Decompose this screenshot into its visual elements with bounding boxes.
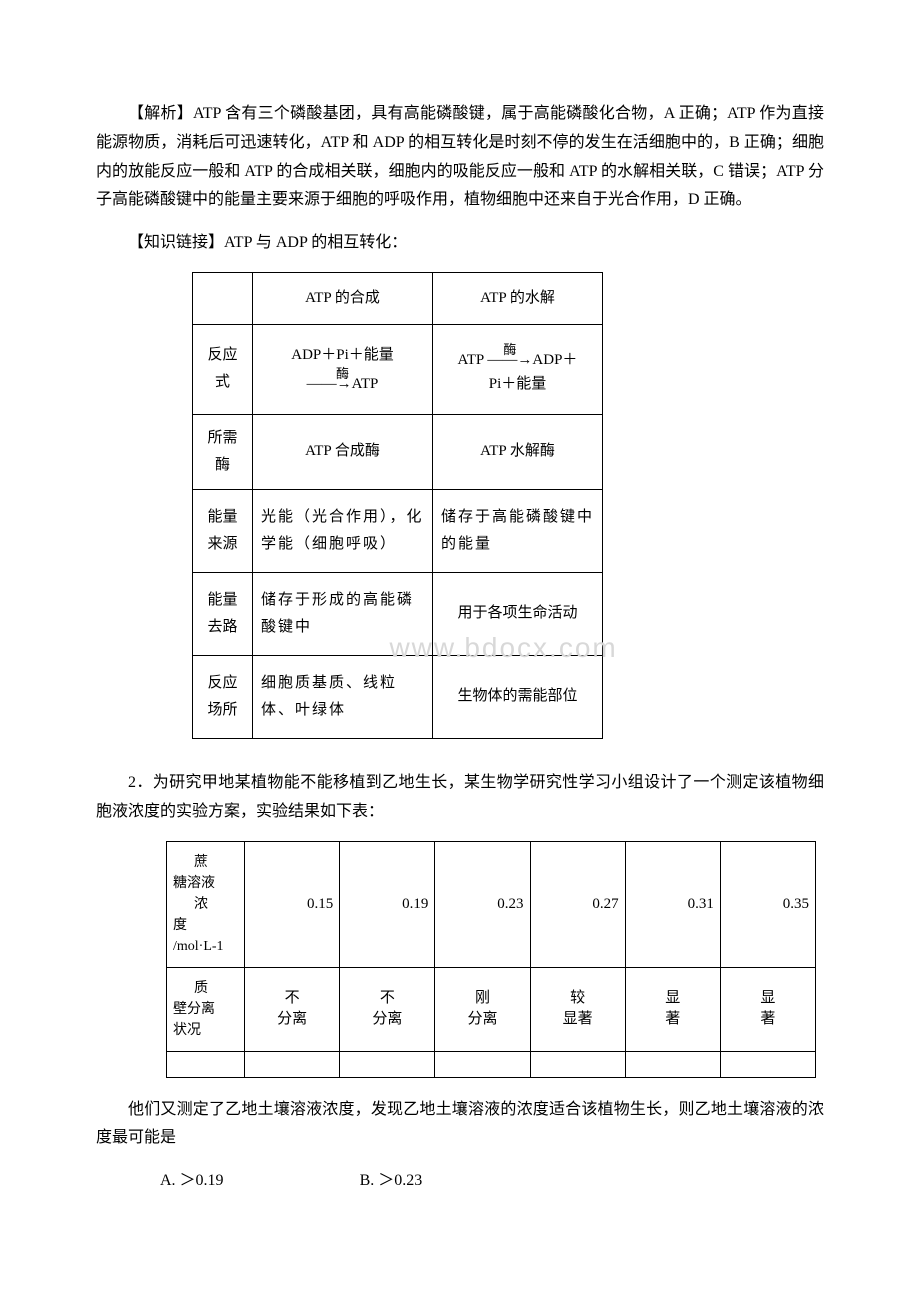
question2-paragraph: 2．为研究甲地某植物能不能移植到乙地生长，某生物学研究性学习小组设计了一个测定该…: [96, 769, 824, 827]
synthesis-product: ATP: [352, 376, 379, 392]
cell-text: 分离: [439, 1009, 525, 1030]
cell-text: 不: [249, 988, 335, 1009]
state-cell: 不分离: [340, 967, 435, 1051]
table-row: 质 壁分离 状况 不分离 不分离 刚分离 较显著 显著 显著: [167, 967, 816, 1051]
state-cell: 显著: [720, 967, 815, 1051]
followup-paragraph: 他们又测定了乙地土壤溶液浓度，发现乙地土壤溶液的浓度适合该植物生长，则乙地土壤溶…: [96, 1096, 824, 1154]
hydrolysis-energy-source-cell: 储存于高能磷酸键中的能量: [433, 489, 603, 572]
header-empty-cell: [193, 272, 253, 324]
synthesis-energy-source-cell: 光能（光合作用），化学能（细胞呼吸）: [253, 489, 433, 572]
table-row: 所需酶 ATP 合成酶 ATP 水解酶: [193, 414, 603, 489]
cell-text: 浓: [173, 894, 238, 915]
empty-cell: [720, 1051, 815, 1077]
table-row: 能量来源 光能（光合作用），化学能（细胞呼吸） 储存于高能磷酸键中的能量: [193, 489, 603, 572]
row-label-location: 反应场所: [193, 655, 253, 738]
header-hydrolysis: ATP 的水解: [433, 272, 603, 324]
cell-text: 著: [725, 1009, 811, 1030]
empty-cell: [625, 1051, 720, 1077]
table-row: 反应场所 细胞质基质、线粒体、叶绿体 www.bdocx.com 生物体的需能部…: [193, 655, 603, 738]
table-empty-row: [167, 1051, 816, 1077]
table-row: 蔗 糖溶液 浓 度 /mol·L-1 0.15 0.19 0.23 0.27 0…: [167, 841, 816, 967]
cell-text: 分离: [344, 1009, 430, 1030]
synthesis-arrow-wrap: 酶 ――→ATP: [307, 367, 379, 392]
arrow-icon: ――→: [487, 353, 532, 368]
arrow-glyph: ――→: [307, 376, 352, 392]
cell-text: 显著: [535, 1009, 621, 1030]
cell-text: 质: [173, 978, 238, 999]
hydrolysis-enzyme-cell: ATP 水解酶: [433, 414, 603, 489]
cell-text: 度: [173, 918, 187, 933]
state-cell: 刚分离: [435, 967, 530, 1051]
question-number: 2．: [128, 774, 153, 791]
state-cell: 不分离: [245, 967, 340, 1051]
row-label-formula: 反应式: [193, 324, 253, 414]
empty-cell: [435, 1051, 530, 1077]
cell-text: 著: [630, 1009, 716, 1030]
row-label-energy-source: 能量来源: [193, 489, 253, 572]
table-row: 反应式 ADP＋Pi＋能量 酶 ――→ATP ATP 酶 ――→ ADP＋ Pi…: [193, 324, 603, 414]
analysis-text: ATP 含有三个磷酸基团，具有高能磷酸键，属于高能磷酸化合物，A 正确；ATP …: [96, 105, 824, 208]
synthesis-enzyme-cell: ATP 合成酶: [253, 414, 433, 489]
knowledge-link-title: 【知识链接】ATP 与 ADP 的相互转化：: [96, 229, 824, 258]
hydrolysis-substrate: ATP: [458, 352, 484, 368]
cell-text: 显: [630, 988, 716, 1009]
header-synthesis: ATP 的合成: [253, 272, 433, 324]
atp-comparison-table: ATP 的合成 ATP 的水解 反应式 ADP＋Pi＋能量 酶 ――→ATP A…: [192, 272, 603, 739]
synthesis-formula-cell: ADP＋Pi＋能量 酶 ――→ATP: [253, 324, 433, 414]
cell-text: 蔗: [173, 852, 238, 873]
hydrolysis-formula-cell: ATP 酶 ――→ ADP＋ Pi＋能量: [433, 324, 603, 414]
concentration-cell: 0.35: [720, 841, 815, 967]
knowledge-link-subtitle: ATP 与 ADP 的相互转化：: [224, 234, 407, 251]
analysis-title: 【解析】: [128, 105, 193, 122]
cell-text: 不: [344, 988, 430, 1009]
option-b: B. ＞0.23: [328, 1167, 423, 1196]
concentration-cell: 0.31: [625, 841, 720, 967]
cell-text: 显: [725, 988, 811, 1009]
synthesis-location-cell: 细胞质基质、线粒体、叶绿体 www.bdocx.com: [253, 655, 433, 738]
answer-options: A. ＞0.19 B. ＞0.23: [96, 1167, 824, 1196]
concentration-cell: 0.15: [245, 841, 340, 967]
empty-cell: [167, 1051, 245, 1077]
state-cell: 显著: [625, 967, 720, 1051]
hydrolysis-product2: Pi＋能量: [489, 376, 547, 392]
cell-text: 反应式: [207, 347, 237, 390]
cell-text: 细胞质基质、线粒体、叶绿体: [261, 675, 397, 718]
concentration-cell: 0.23: [435, 841, 530, 967]
table-header-row: ATP 的合成 ATP 的水解: [193, 272, 603, 324]
concentration-cell: 0.27: [530, 841, 625, 967]
row-label-enzyme: 所需酶: [193, 414, 253, 489]
hydrolysis-arrow-wrap: 酶 ――→: [487, 343, 532, 368]
state-cell: 较显著: [530, 967, 625, 1051]
cell-text: 壁分离: [173, 1002, 215, 1017]
hydrolysis-product1: ADP＋: [532, 352, 577, 368]
empty-cell: [530, 1051, 625, 1077]
arrow-icon: ――→ATP: [307, 377, 379, 392]
cell-text: 糖溶液: [173, 876, 215, 891]
knowledge-link-label: 【知识链接】: [128, 234, 224, 251]
empty-cell: [340, 1051, 435, 1077]
sucrose-label-cell: 蔗 糖溶液 浓 度 /mol·L-1: [167, 841, 245, 967]
row-label-energy-dest: 能量去路: [193, 572, 253, 655]
analysis-paragraph: 【解析】ATP 含有三个磷酸基团，具有高能磷酸键，属于高能磷酸化合物，A 正确；…: [96, 100, 824, 215]
watermark-text: www.bdocx.com: [389, 623, 617, 673]
option-a: A. ＞0.19: [128, 1167, 224, 1196]
cell-text: 状况: [173, 1023, 201, 1038]
synthesis-reactants: ADP＋Pi＋能量: [291, 347, 394, 363]
state-label-cell: 质 壁分离 状况: [167, 967, 245, 1051]
cell-text: 刚: [439, 988, 525, 1009]
cell-text: 较: [535, 988, 621, 1009]
concentration-cell: 0.19: [340, 841, 435, 967]
sucrose-data-table: 蔗 糖溶液 浓 度 /mol·L-1 0.15 0.19 0.23 0.27 0…: [166, 841, 816, 1078]
empty-cell: [245, 1051, 340, 1077]
cell-text: 分离: [249, 1009, 335, 1030]
question-text: 为研究甲地某植物能不能移植到乙地生长，某生物学研究性学习小组设计了一个测定该植物…: [96, 774, 824, 820]
cell-text: /mol·L-1: [173, 939, 224, 954]
